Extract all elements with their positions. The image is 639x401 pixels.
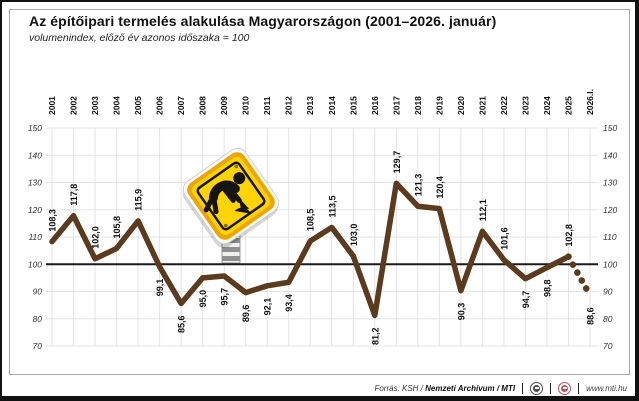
svg-text:115,9: 115,9 (134, 189, 144, 211)
svg-text:95,7: 95,7 (220, 288, 230, 306)
svg-text:2021: 2021 (477, 96, 487, 115)
svg-text:2012: 2012 (284, 96, 294, 115)
svg-text:2008: 2008 (198, 96, 208, 115)
svg-text:102,8: 102,8 (564, 224, 574, 247)
svg-text:2013: 2013 (305, 96, 315, 115)
svg-text:2010: 2010 (241, 96, 251, 115)
chart-title: Az építőipari termelés alakulása Magyaro… (29, 13, 497, 29)
chart-series-and-labels: 108,3 117,8 102,0 105,8 115,9 99,1 85,6 95,0 95,… (46, 151, 598, 345)
svg-text:2001: 2001 (47, 96, 57, 115)
svg-text:95,0: 95,0 (198, 290, 208, 308)
x-axis-year-labels: 2001 2002 2003 2004 2005 2006 2007 2008 2009 2010… (47, 89, 595, 115)
svg-text:2009: 2009 (219, 96, 229, 115)
svg-text:2016: 2016 (370, 96, 380, 115)
sign-screw-bottom (223, 223, 228, 228)
svg-text:2022: 2022 (499, 96, 509, 115)
y-axis-labels: 70 70 80 80 90 90 100 100 110 110 120 120 130 130 140 1… (28, 123, 618, 351)
svg-text:130: 130 (28, 178, 42, 188)
worker-digging-icon (203, 172, 251, 215)
svg-text:90: 90 (33, 287, 43, 297)
svg-text:110: 110 (603, 232, 617, 242)
svg-text:2017: 2017 (391, 96, 401, 115)
construction-index-line-chart: 70 70 80 80 90 90 100 100 110 110 120 120 130 130 140 1… (28, 89, 618, 351)
svg-text:92,1: 92,1 (263, 298, 273, 316)
svg-text:113,5: 113,5 (327, 195, 337, 217)
mtva-logo-icon (530, 381, 544, 395)
footer: Forrás: KSH / Nemzeti Archívum / MTI www… (374, 379, 627, 396)
roadworks-sign (182, 147, 280, 264)
svg-text:105,8: 105,8 (112, 216, 122, 239)
svg-text:2011: 2011 (262, 96, 272, 115)
svg-text:98,8: 98,8 (542, 280, 552, 298)
data-point-labels: 108,3 117,8 102,0 105,8 115,9 99,1 85,6 95,0 95,… (48, 151, 596, 345)
svg-text:103,0: 103,0 (349, 224, 359, 247)
footer-divider (550, 382, 552, 394)
svg-text:2002: 2002 (69, 96, 79, 115)
series-line (49, 180, 572, 319)
svg-text:89,6: 89,6 (241, 305, 251, 323)
svg-text:120: 120 (603, 205, 617, 215)
svg-text:2019: 2019 (434, 96, 444, 115)
svg-text:108,5: 108,5 (306, 209, 316, 232)
svg-text:90: 90 (603, 287, 613, 297)
svg-text:2023: 2023 (520, 96, 530, 115)
svg-text:129,7: 129,7 (392, 151, 402, 174)
footer-divider (522, 382, 524, 394)
svg-text:120,4: 120,4 (435, 176, 445, 199)
svg-text:130: 130 (603, 178, 617, 188)
svg-text:112,1: 112,1 (478, 199, 488, 221)
svg-text:81,2: 81,2 (370, 327, 380, 345)
svg-text:150: 150 (28, 123, 42, 133)
svg-text:90,3: 90,3 (456, 303, 466, 321)
svg-text:100: 100 (28, 259, 42, 269)
source-credit: Forrás: KSH / Nemzeti Archívum / MTI (374, 383, 516, 393)
svg-text:2026.I.: 2026.I. (585, 89, 595, 115)
svg-text:100: 100 (603, 259, 617, 269)
svg-text:2020: 2020 (456, 96, 466, 115)
svg-text:2007: 2007 (176, 96, 186, 115)
svg-text:2005: 2005 (133, 96, 143, 115)
svg-text:110: 110 (28, 232, 42, 242)
svg-text:80: 80 (33, 314, 43, 324)
svg-text:2015: 2015 (348, 96, 358, 115)
svg-text:117,8: 117,8 (69, 184, 79, 206)
svg-text:101,6: 101,6 (499, 227, 509, 250)
svg-text:2014: 2014 (327, 96, 337, 115)
svg-text:88,6: 88,6 (586, 307, 596, 325)
svg-text:80: 80 (603, 314, 613, 324)
chart-subtitle: volumenindex, előző év azonos időszaka =… (29, 32, 250, 44)
svg-text:140: 140 (603, 150, 617, 160)
series-line-forecast-dotted (565, 253, 594, 299)
svg-text:93,4: 93,4 (284, 294, 294, 312)
svg-text:2003: 2003 (90, 96, 100, 115)
svg-text:2004: 2004 (112, 96, 122, 115)
svg-text:121,3: 121,3 (413, 174, 423, 197)
website-link[interactable]: www.mti.hu (586, 383, 627, 393)
svg-text:70: 70 (603, 341, 613, 351)
svg-text:102,0: 102,0 (91, 226, 101, 249)
sign-screw-top (234, 164, 239, 169)
svg-text:150: 150 (603, 123, 617, 133)
svg-text:2024: 2024 (542, 96, 552, 115)
svg-text:120: 120 (28, 205, 42, 215)
mti-logo-icon (558, 381, 572, 395)
svg-text:108,3: 108,3 (48, 209, 58, 232)
svg-text:94,7: 94,7 (521, 291, 531, 309)
svg-text:2006: 2006 (155, 96, 165, 115)
svg-text:2018: 2018 (413, 96, 423, 115)
footer-divider (578, 382, 580, 394)
svg-text:140: 140 (28, 150, 42, 160)
svg-text:70: 70 (33, 341, 43, 351)
svg-text:2025: 2025 (563, 96, 573, 115)
chart-panel (9, 9, 630, 375)
svg-text:85,6: 85,6 (177, 315, 187, 333)
svg-text:99,1: 99,1 (155, 279, 165, 297)
